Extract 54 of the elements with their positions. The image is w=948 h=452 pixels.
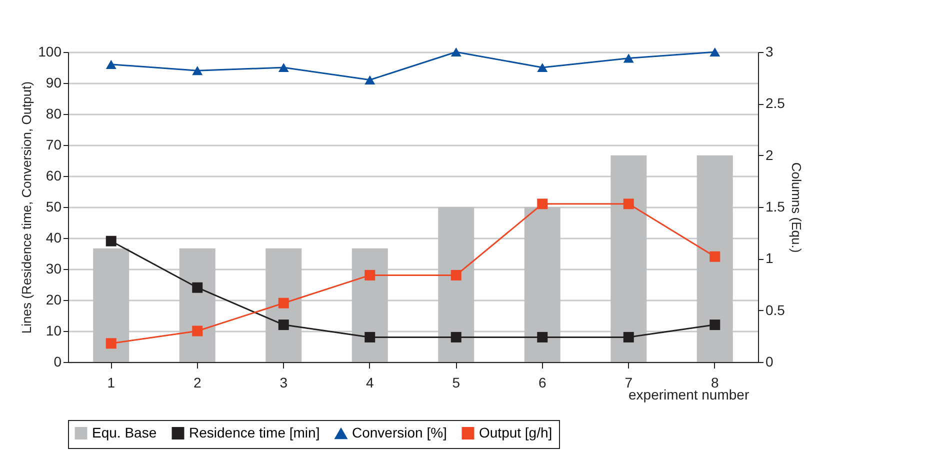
y-tick-label: 60 [46, 168, 62, 184]
point [192, 326, 203, 336]
y-tick-label: 10 [46, 322, 62, 338]
x-tick-label: 4 [366, 374, 374, 390]
x-tick-label: 5 [452, 374, 460, 390]
x-tick-label: 2 [193, 374, 202, 390]
point [710, 251, 720, 262]
point [710, 47, 720, 57]
y-axis-title: Lines (Residence time, Conversion, Output) [19, 81, 34, 334]
point [450, 332, 462, 342]
y-tick-label: 50 [46, 198, 62, 214]
point [450, 47, 462, 57]
point [192, 282, 203, 293]
x-tick-label: 3 [280, 374, 288, 390]
y2-tick-label: 3 [766, 44, 774, 60]
point [106, 338, 116, 349]
point [710, 320, 720, 330]
y-tick-label: 0 [54, 354, 62, 370]
y-tick-label: 90 [46, 74, 62, 90]
y-tick-label: 30 [46, 260, 62, 276]
y2-tick-label: 2.5 [766, 95, 786, 112]
point [364, 332, 376, 342]
legend-label: Equ. Base [92, 424, 157, 440]
point [537, 62, 548, 72]
y-tick-label: 20 [46, 292, 62, 308]
y2-tick-label: 1 [766, 250, 774, 266]
y2-tick-label: 0 [766, 354, 774, 370]
point [192, 66, 203, 76]
legend-label: Residence time [min] [189, 424, 320, 440]
point [106, 236, 116, 246]
point [278, 320, 289, 330]
y-tick-label: 40 [46, 230, 62, 246]
point [364, 75, 376, 84]
x-tick-label: 1 [107, 374, 116, 390]
legend-label: Output [g/h] [479, 424, 552, 440]
y2-tick-label: 1.5 [766, 198, 786, 214]
y-tick-label: 80 [46, 106, 62, 122]
y-tick-label: 70 [46, 136, 62, 152]
point [106, 60, 116, 69]
point [623, 54, 634, 63]
point [278, 62, 289, 72]
point [537, 332, 548, 342]
point [364, 270, 376, 280]
point [623, 332, 634, 342]
y-tick-label: 100 [38, 44, 62, 60]
point [450, 270, 462, 280]
point [623, 198, 634, 210]
point [537, 198, 548, 210]
y2-tick-label: 2 [766, 146, 774, 163]
y2-tick-label: 0.5 [766, 302, 786, 318]
x-tick-label: 6 [538, 374, 546, 390]
point [278, 298, 289, 308]
y2-axis-title: Columns (Equ.) [788, 162, 804, 253]
legend-label: Conversion [%] [352, 424, 447, 441]
